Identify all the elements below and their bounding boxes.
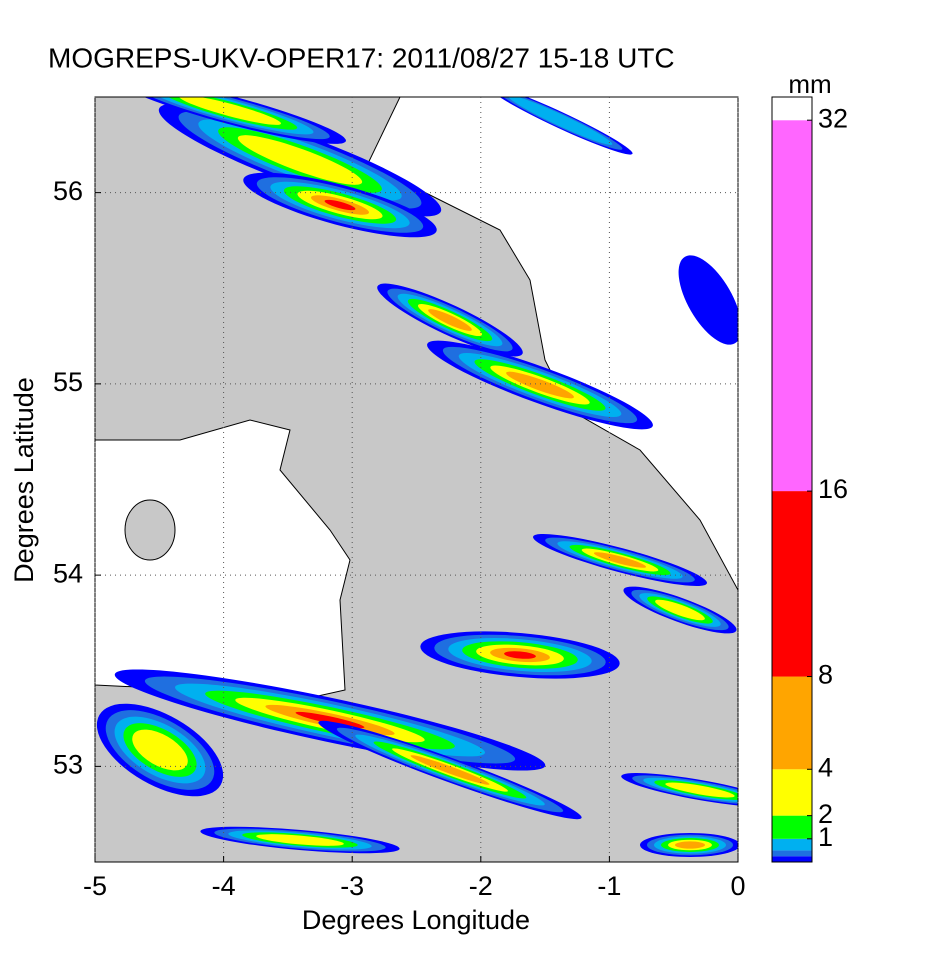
colorbar-frame: [771, 96, 813, 863]
precip-area: [593, 552, 647, 568]
x-tick-label: -4: [212, 871, 236, 901]
x-tick-label: -1: [597, 871, 621, 901]
precip-area: [324, 199, 356, 211]
y-tick-label: 56: [53, 176, 83, 206]
colorbar-segment: [772, 815, 812, 839]
plot-frame: [94, 96, 739, 863]
colorbar-tick-label: 1: [818, 822, 833, 852]
x-tick-label: 0: [730, 871, 745, 901]
precip-area: [655, 599, 705, 621]
colorbar-segment: [772, 856, 812, 862]
precip-area: [256, 834, 344, 846]
colorbar-tick-label: 16: [818, 474, 848, 504]
precip-area: [506, 371, 574, 399]
x-tick-label: -2: [469, 871, 493, 901]
precip-area: [410, 755, 490, 785]
x-axis-label: Degrees Longitude: [302, 905, 530, 935]
colorbar-label: mm: [788, 69, 831, 99]
colorbar-tick-label: 8: [818, 660, 833, 690]
colorbar-segment: [772, 491, 812, 677]
precip-area: [507, 97, 613, 145]
precip-area: [295, 711, 365, 729]
x-tick-label: -3: [340, 871, 364, 901]
precipitation: [96, 97, 738, 857]
precip-area: [178, 97, 282, 125]
island: [124, 499, 176, 561]
precip-area: [678, 255, 738, 345]
colorbar-segment: [772, 676, 812, 770]
precip-area: [675, 841, 705, 849]
y-tick-label: 53: [53, 750, 83, 780]
chart-title: MOGREPS-UKV-OPER17: 2011/08/27 15-18 UTC: [48, 42, 675, 73]
colorbar-segment: [772, 120, 812, 492]
precip-area: [132, 729, 188, 771]
y-tick-label: 55: [53, 367, 83, 397]
colorbar-segment: [772, 769, 812, 816]
map: [95, 97, 738, 862]
colorbar-tick-label: 2: [818, 799, 833, 829]
precip-area: [237, 135, 363, 185]
colorbar-segment: [772, 97, 812, 121]
colorbar-tick-label: 32: [818, 103, 848, 133]
y-axis-label: Degrees Latitude: [9, 377, 39, 583]
x-tick-label: -5: [83, 871, 107, 901]
precip-area: [428, 309, 472, 331]
precip-area: [665, 782, 735, 798]
y-tick-label: 54: [53, 558, 83, 588]
colorbar-segment: [772, 850, 812, 857]
colorbar-segment: [772, 838, 812, 851]
precip-area: [504, 651, 536, 659]
colorbar: [772, 97, 812, 862]
colorbar-tick-label: 4: [818, 752, 833, 782]
